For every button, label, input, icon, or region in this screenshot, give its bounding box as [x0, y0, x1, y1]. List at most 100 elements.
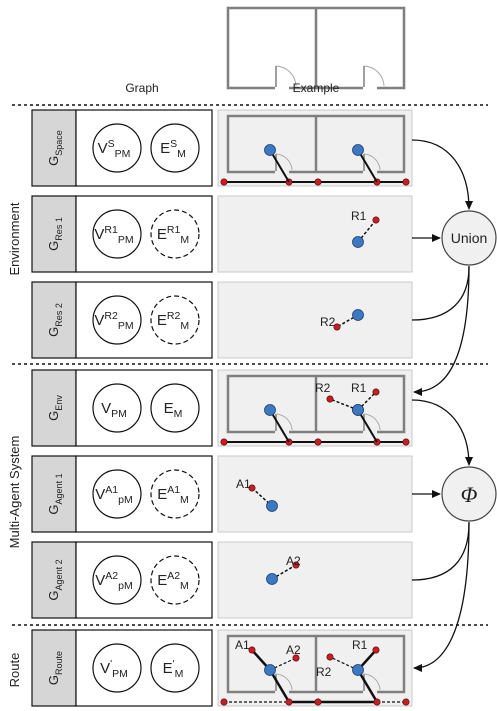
edge-set-label: E'M: [163, 658, 184, 680]
blue-node: [264, 144, 276, 156]
graph-row: GAgent 1 VA1pM EA1M: [31, 455, 413, 533]
vertex-set-label: V'PM: [100, 658, 128, 680]
vertex-set-circle: [92, 295, 142, 345]
graph-id-label: GSpace: [46, 130, 64, 166]
edge-set-circle: [150, 643, 200, 693]
section-label-multi-agent-system: Multi-Agent System: [7, 436, 22, 549]
edge-set-label: EA1M: [157, 484, 189, 506]
red-node: [402, 698, 410, 706]
graph-id-label: GRoute: [46, 651, 64, 685]
graph-id-tab: [31, 369, 77, 447]
vertex-set-label: VA2pM: [95, 570, 132, 592]
red-node: [285, 698, 293, 706]
red-node: [372, 646, 380, 654]
blue-node: [352, 236, 364, 248]
union-label: Union: [451, 230, 488, 246]
edge-set-label: ESM: [160, 138, 186, 160]
graph-edge: [269, 149, 290, 183]
graph-id-label: GRes 2: [46, 303, 64, 337]
vertex-set-circle: [92, 123, 142, 173]
graph-id-tab: [31, 455, 77, 533]
blue-node: [352, 144, 364, 156]
edge-set-label: EA2M: [157, 570, 189, 592]
edge-set-circle: [150, 123, 200, 173]
edge-set-label: ER2M: [157, 310, 189, 332]
blue-node: [264, 404, 276, 416]
graph-edge: [336, 314, 359, 328]
red-node: [372, 388, 380, 396]
arrow-agent2-to-phi: [411, 522, 470, 581]
top-floorplan-illustration: [226, 6, 406, 90]
graph-id-label: GAgent 2: [46, 559, 64, 600]
red-node: [248, 484, 256, 492]
graph-id-tab: [31, 629, 77, 707]
red-node: [314, 178, 322, 186]
red-node: [372, 216, 380, 224]
red-node: [402, 178, 410, 186]
resource-2-label: R2: [316, 665, 332, 679]
example-panel: [217, 195, 413, 273]
example-panel: [217, 455, 413, 533]
red-node: [248, 646, 256, 654]
red-node: [220, 438, 228, 446]
graph-column-label: Graph: [125, 81, 158, 95]
edge-set-label: ER1M: [157, 224, 189, 246]
resource-1-label: R1: [352, 638, 368, 652]
red-node: [373, 698, 381, 706]
agent-2-label: A2: [286, 643, 301, 657]
blue-node: [266, 573, 278, 585]
edge-set-circle: [150, 383, 200, 433]
example-column-label: Example: [293, 81, 340, 95]
vertex-set-circle: [92, 469, 142, 519]
agent-1-label: A1: [235, 638, 250, 652]
graph-edge: [357, 409, 378, 443]
section-label-environment: Environment: [7, 202, 22, 275]
edge-set-circle: [150, 209, 200, 259]
graph-edge: [357, 149, 378, 183]
resource-1-label: R1: [351, 381, 367, 395]
resource-1-label: R1: [351, 209, 367, 223]
vertex-set-label: VSPM: [98, 138, 131, 160]
resource-2-label: R2: [320, 315, 336, 329]
arrow-union-to-env: [413, 265, 470, 396]
red-node: [326, 395, 334, 403]
vertex-set-circle: [92, 383, 142, 433]
vertex-set-circle: [92, 643, 142, 693]
graph-id-label: GAgent 1: [46, 473, 64, 514]
red-node: [314, 698, 322, 706]
graph-edge: [357, 391, 377, 411]
example-panel: [217, 281, 413, 359]
edge-set-circle: [150, 469, 200, 519]
agent-2-label: A2: [286, 554, 301, 568]
graph-edge: [356, 669, 379, 703]
arrow-env-to-phi: [411, 399, 473, 466]
edge-set-circle: [150, 555, 200, 605]
arrow-res2-to-union: [411, 266, 470, 321]
red-node: [333, 323, 341, 331]
red-node: [220, 178, 228, 186]
vertex-set-label: VR1PM: [94, 224, 133, 246]
vertex-set-label: VPM: [101, 400, 127, 420]
phi-label: Φ: [461, 482, 478, 507]
graph-edge: [269, 409, 290, 443]
edge-set-label: EM: [164, 400, 183, 420]
graph-id-tab: [31, 195, 77, 273]
phi-operator: Φ: [441, 466, 497, 522]
graph-row: GRes 2 VR2PM ER2M: [31, 281, 413, 359]
vertex-set-label: VA1pM: [95, 484, 132, 506]
graph-id-tab: [31, 281, 77, 359]
flow-arrows: [411, 139, 473, 672]
resource-2-label: R2: [315, 381, 331, 395]
graph-id-label: GEnv: [46, 395, 64, 421]
vertex-set-circle: [92, 209, 142, 259]
graph-id-label: GRes 1: [46, 217, 64, 251]
edge-set-circle: [150, 295, 200, 345]
arrow-phi-to-route: [413, 521, 470, 672]
graph-edge: [268, 669, 291, 703]
red-node: [292, 561, 300, 569]
example-panel: [217, 541, 413, 619]
red-node: [402, 438, 410, 446]
blue-node: [352, 664, 364, 676]
red-node: [314, 438, 322, 446]
graph-row: GRes 1 VR1PM ER1M: [31, 195, 413, 273]
